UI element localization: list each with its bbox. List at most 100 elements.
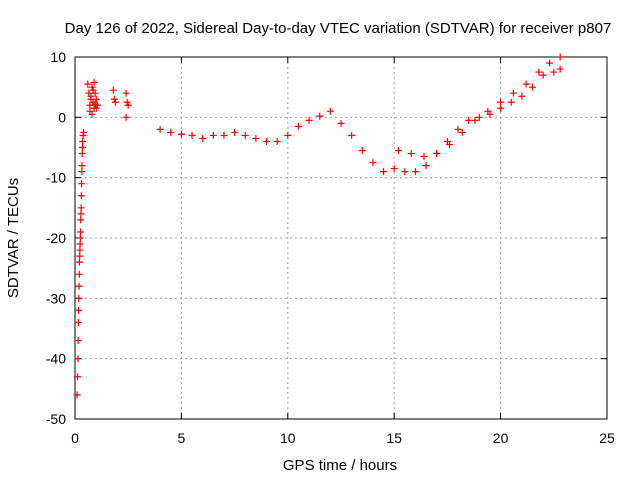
data-point xyxy=(420,153,428,161)
data-point xyxy=(348,131,356,139)
data-point xyxy=(78,162,86,170)
data-point xyxy=(401,168,409,176)
data-point xyxy=(78,168,86,176)
data-point xyxy=(273,137,281,145)
data-point xyxy=(507,98,515,106)
data-point xyxy=(294,122,302,130)
data-point xyxy=(73,391,81,399)
chart-title: Day 126 of 2022, Sidereal Day-to-day VTE… xyxy=(65,20,612,37)
data-point xyxy=(75,258,83,266)
data-point xyxy=(88,110,96,118)
data-point xyxy=(305,116,313,124)
data-point xyxy=(407,150,415,158)
grid xyxy=(75,57,607,419)
x-tick-label: 15 xyxy=(386,430,402,446)
data-point xyxy=(284,131,292,139)
data-point xyxy=(422,162,430,170)
y-axis-label: SDTVAR / TECUs xyxy=(5,178,22,298)
data-point xyxy=(75,306,83,314)
data-point xyxy=(433,150,441,158)
data-point xyxy=(75,270,83,278)
data-point xyxy=(156,125,164,133)
data-point xyxy=(458,128,466,136)
data-point xyxy=(252,134,260,142)
data-point xyxy=(177,130,185,138)
x-tick-label: 5 xyxy=(178,430,186,446)
data-point xyxy=(78,150,86,158)
data-point xyxy=(91,100,99,108)
data-point xyxy=(110,95,118,103)
data-point xyxy=(209,131,217,139)
data-point xyxy=(380,168,388,176)
data-point xyxy=(88,83,96,91)
data-point xyxy=(263,137,271,145)
data-point xyxy=(74,337,82,345)
data-point xyxy=(77,204,85,212)
series-early_descent xyxy=(73,128,88,399)
data-point xyxy=(556,65,564,73)
data-point xyxy=(231,128,239,136)
data-point xyxy=(77,210,85,218)
data-point xyxy=(123,98,131,106)
data-point xyxy=(77,228,85,236)
data-point xyxy=(76,246,84,254)
data-point xyxy=(241,131,249,139)
series-main_band xyxy=(156,65,564,176)
y-tick-label: 0 xyxy=(58,109,66,125)
data-point xyxy=(77,192,85,200)
data-point xyxy=(394,147,402,155)
y-tick-label: -50 xyxy=(46,411,66,427)
data-point xyxy=(337,119,345,127)
data-point xyxy=(122,89,130,97)
y-tick-label: -10 xyxy=(46,170,66,186)
data-point xyxy=(78,144,86,151)
data-point xyxy=(446,140,454,148)
data-point xyxy=(465,116,473,124)
data-point xyxy=(90,78,98,86)
data-point xyxy=(529,83,537,91)
data-point xyxy=(86,101,94,109)
data-point xyxy=(111,98,119,106)
data-point xyxy=(497,98,505,106)
data-point xyxy=(546,59,554,67)
x-axis-label: GPS time / hours xyxy=(283,457,397,474)
data-point xyxy=(358,147,366,155)
data-point xyxy=(89,86,97,94)
data-point xyxy=(122,113,130,121)
x-tick-label: 0 xyxy=(71,430,79,446)
data-point xyxy=(76,240,84,248)
y-tick-label: -40 xyxy=(46,351,66,367)
y-tick-label: -30 xyxy=(46,290,66,306)
data-point xyxy=(518,92,526,100)
y-tick-label: 10 xyxy=(50,49,66,65)
data-point xyxy=(79,137,87,145)
data-point xyxy=(167,128,175,136)
data-point xyxy=(497,104,505,112)
y-tick-label: -20 xyxy=(46,230,66,246)
data-point xyxy=(75,294,83,302)
data-point xyxy=(188,131,196,139)
data-point xyxy=(509,89,517,97)
series-early_cluster xyxy=(84,78,132,121)
data-point xyxy=(74,355,82,363)
data-point xyxy=(109,86,117,94)
data-point xyxy=(539,71,547,79)
data-point xyxy=(475,113,483,121)
data-point xyxy=(522,80,530,88)
plot-frame xyxy=(74,56,608,420)
data-point xyxy=(535,68,543,76)
data-point xyxy=(471,116,479,124)
data-point xyxy=(78,180,86,188)
data-point xyxy=(199,134,207,142)
data-point xyxy=(220,131,228,139)
data-point xyxy=(77,216,85,224)
data-point xyxy=(84,80,92,88)
data-point xyxy=(76,252,84,260)
data-point xyxy=(484,107,492,115)
series-upper_branch xyxy=(394,53,564,161)
data-point xyxy=(87,95,95,103)
x-tick-label: 25 xyxy=(599,430,615,446)
data-point xyxy=(74,373,82,381)
x-tick-label: 20 xyxy=(493,430,509,446)
